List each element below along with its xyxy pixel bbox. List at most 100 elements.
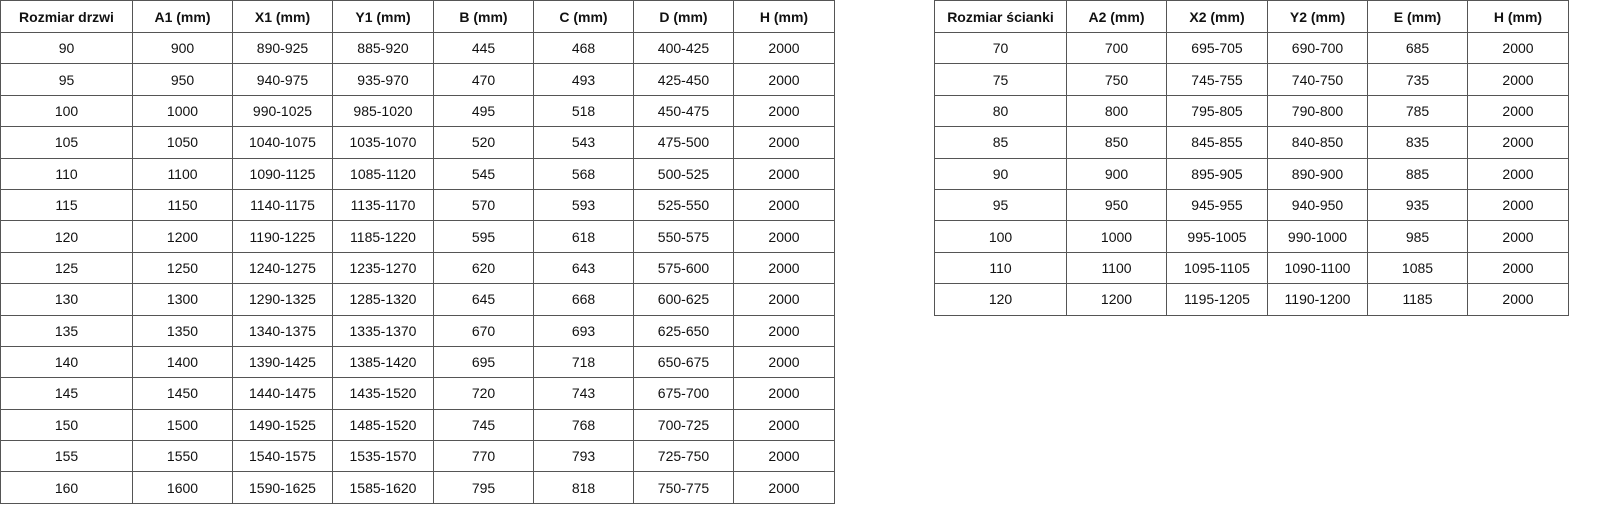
table-cell: 740-750 xyxy=(1267,63,1368,96)
table-cell: 1535-1570 xyxy=(332,440,434,473)
table-cell: 695 xyxy=(433,345,534,379)
table-cell: 950 xyxy=(1066,188,1167,222)
column-header: H (mm) xyxy=(1467,0,1569,33)
table-cell: 1485-1520 xyxy=(332,408,434,442)
table-row: 90 900 895-905 890-900 885 2000 xyxy=(934,157,1569,190)
table-cell: 518 xyxy=(533,94,634,128)
table-cell: 840-850 xyxy=(1267,126,1368,159)
table-cell: 735 xyxy=(1367,63,1468,96)
table-cell: 550-575 xyxy=(633,220,734,253)
table-cell: 935 xyxy=(1367,188,1468,222)
table-cell: 2000 xyxy=(1467,283,1569,316)
wall-panel-dimensions-table: Rozmiar ścianki A2 (mm) X2 (mm) Y2 (mm) E (m… xyxy=(934,0,1569,316)
table-cell: 1150 xyxy=(132,188,233,222)
table-row: 85 850 845-855 840-850 835 2000 xyxy=(934,126,1569,159)
table-cell: 2000 xyxy=(733,283,835,316)
table-cell: 650-675 xyxy=(633,345,734,379)
header-row: Rozmiar ścianki A2 (mm) X2 (mm) Y2 (mm) E (m… xyxy=(934,0,1569,33)
table-cell: 885-920 xyxy=(332,31,434,65)
table-cell: 725-750 xyxy=(633,440,734,473)
table-row: 130 1300 1290-1325 1285-1320 645 668 600-625 20… xyxy=(0,283,835,316)
table-cell: 595 xyxy=(433,220,534,253)
table-cell: 835 xyxy=(1367,126,1468,159)
table-cell: 400-425 xyxy=(633,31,734,65)
column-header: Y2 (mm) xyxy=(1267,0,1368,33)
table-cell: 1440-1475 xyxy=(232,377,333,410)
table-cell: 675-700 xyxy=(633,377,734,410)
table-cell: 2000 xyxy=(733,471,835,504)
table-cell: 985 xyxy=(1367,220,1468,253)
table-cell: 750 xyxy=(1066,63,1167,96)
table-cell: 445 xyxy=(433,31,534,65)
table-cell: 620 xyxy=(433,251,534,285)
table-cell: 950 xyxy=(132,63,233,96)
table-cell: 685 xyxy=(1367,31,1468,65)
table-row: 110 1100 1090-1125 1085-1120 545 568 500-525 20… xyxy=(0,157,835,190)
column-header: A2 (mm) xyxy=(1066,0,1167,33)
table-cell: 1140-1175 xyxy=(232,188,333,222)
table-row: 125 1250 1240-1275 1235-1270 620 643 575-600 20… xyxy=(0,251,835,285)
table-cell: 120 xyxy=(934,283,1067,316)
table-cell: 818 xyxy=(533,471,634,504)
table-cell: 645 xyxy=(433,283,534,316)
table-row: 90 900 890-925 885-920 445 468 400-425 2000 xyxy=(0,31,835,65)
table-cell: 900 xyxy=(132,31,233,65)
table-cell: 70 xyxy=(934,31,1067,65)
table-row: 145 1450 1440-1475 1435-1520 720 743 675-700 20… xyxy=(0,377,835,410)
table-cell: 1090-1100 xyxy=(1267,251,1368,285)
table-cell: 1050 xyxy=(132,126,233,159)
table-cell: 95 xyxy=(0,63,133,96)
table-cell: 500-525 xyxy=(633,157,734,190)
table-cell: 493 xyxy=(533,63,634,96)
table-row: 100 1000 995-1005 990-1000 985 2000 xyxy=(934,220,1569,253)
table-cell: 1500 xyxy=(132,408,233,442)
table-row: 160 1600 1590-1625 1585-1620 795 818 750-775 20… xyxy=(0,471,835,504)
table-cell: 85 xyxy=(934,126,1067,159)
table-cell: 668 xyxy=(533,283,634,316)
table-cell: 2000 xyxy=(1467,188,1569,222)
table-cell: 1095-1105 xyxy=(1166,251,1268,285)
table-row: 120 1200 1195-1205 1190-1200 1185 2000 xyxy=(934,283,1569,316)
table-cell: 700-725 xyxy=(633,408,734,442)
table-cell: 475-500 xyxy=(633,126,734,159)
table-cell: 1400 xyxy=(132,345,233,379)
header-row: Rozmiar drzwi A1 (mm) X1 (mm) Y1 (mm) B (mm)… xyxy=(0,0,835,33)
table-cell: 2000 xyxy=(733,408,835,442)
table-row: 110 1100 1095-1105 1090-1100 1085 2000 xyxy=(934,251,1569,285)
table-cell: 1100 xyxy=(132,157,233,190)
table-cell: 800 xyxy=(1066,94,1167,128)
table-row: 95 950 945-955 940-950 935 2000 xyxy=(934,188,1569,222)
table-cell: 890-925 xyxy=(232,31,333,65)
door-dimensions-table: Rozmiar drzwi A1 (mm) X1 (mm) Y1 (mm) B (mm)… xyxy=(0,0,835,504)
column-header: E (mm) xyxy=(1367,0,1468,33)
table-cell: 750-775 xyxy=(633,471,734,504)
table-cell: 545 xyxy=(433,157,534,190)
table-cell: 2000 xyxy=(733,157,835,190)
table-cell: 1085 xyxy=(1367,251,1468,285)
table-row: 105 1050 1040-1075 1035-1070 520 543 475-500 20… xyxy=(0,126,835,159)
table-cell: 2000 xyxy=(733,345,835,379)
table-cell: 945-955 xyxy=(1166,188,1268,222)
table-cell: 2000 xyxy=(733,188,835,222)
table-row: 155 1550 1540-1575 1535-1570 770 793 725-750 20… xyxy=(0,440,835,473)
table-cell: 125 xyxy=(0,251,133,285)
table-row: 150 1500 1490-1525 1485-1520 745 768 700-725 20… xyxy=(0,408,835,442)
table-cell: 1450 xyxy=(132,377,233,410)
table-cell: 745 xyxy=(433,408,534,442)
table-cell: 895-905 xyxy=(1166,157,1268,190)
table-cell: 90 xyxy=(934,157,1067,190)
table-cell: 145 xyxy=(0,377,133,410)
table-cell: 1250 xyxy=(132,251,233,285)
table-cell: 110 xyxy=(0,157,133,190)
table-cell: 990-1000 xyxy=(1267,220,1368,253)
column-header: B (mm) xyxy=(433,0,534,33)
column-header: D (mm) xyxy=(633,0,734,33)
table-cell: 795-805 xyxy=(1166,94,1268,128)
table-cell: 95 xyxy=(934,188,1067,222)
table-cell: 1435-1520 xyxy=(332,377,434,410)
table-cell: 745-755 xyxy=(1166,63,1268,96)
table-cell: 2000 xyxy=(1467,251,1569,285)
table-cell: 850 xyxy=(1066,126,1167,159)
table-cell: 1000 xyxy=(1066,220,1167,253)
table-cell: 600-625 xyxy=(633,283,734,316)
